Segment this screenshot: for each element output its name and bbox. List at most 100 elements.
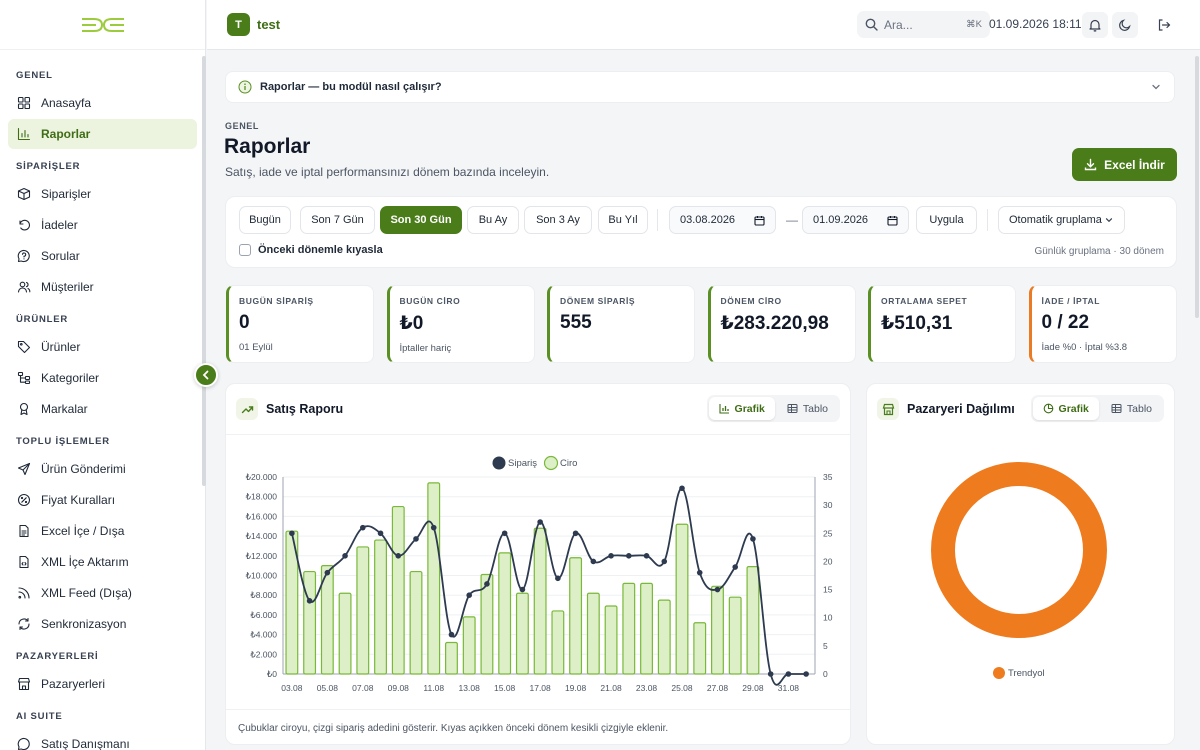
point-siparis[interactable]	[306, 598, 313, 604]
logout-button[interactable]	[1151, 12, 1177, 38]
point-siparis[interactable]	[448, 631, 455, 638]
sidebar-item-markalar[interactable]: Markalar	[8, 394, 197, 424]
legend-label[interactable]: Trendyol	[1008, 668, 1045, 679]
point-siparis[interactable]	[395, 553, 402, 559]
sidebar-item-xml-feed-dışa-[interactable]: XML Feed (Dışa)	[8, 578, 197, 608]
range-chip[interactable]: Son 30 Gün	[380, 206, 462, 234]
point-siparis[interactable]	[661, 558, 668, 565]
excel-download-button[interactable]: Excel İndir	[1072, 148, 1177, 181]
bar-ciro[interactable]	[303, 570, 317, 675]
market-tab-chart[interactable]: Grafik	[1032, 397, 1099, 420]
end-date-input[interactable]: 01.09.2026	[802, 206, 909, 234]
main-scrollbar[interactable]	[1195, 56, 1199, 318]
sales-tab-chart[interactable]: Grafik	[708, 397, 775, 420]
sidebar-item-siparişler[interactable]: Siparişler	[8, 179, 197, 209]
sidebar-item-xml-i-çe-aktarım[interactable]: XML İçe Aktarım	[8, 547, 197, 577]
point-siparis[interactable]	[289, 530, 295, 537]
legend-ciro-label[interactable]: Ciro	[560, 458, 577, 469]
bar-ciro[interactable]	[657, 599, 671, 675]
bar-ciro[interactable]	[480, 573, 494, 675]
point-siparis[interactable]	[679, 485, 685, 492]
point-siparis[interactable]	[696, 569, 703, 576]
legend-siparis-label[interactable]: Sipariş	[508, 458, 537, 469]
apply-button[interactable]: Uygula	[916, 206, 977, 234]
bar-ciro[interactable]	[551, 610, 565, 675]
bar-ciro[interactable]	[427, 482, 441, 675]
sidebar-item-i-adeler[interactable]: İadeler	[8, 210, 197, 240]
sidebar-item-senkronizasyon[interactable]: Senkronizasyon	[8, 609, 197, 639]
sidebar-item-pazaryerleri[interactable]: Pazaryerleri	[8, 669, 197, 699]
bar-ciro[interactable]	[533, 527, 547, 675]
bar-ciro[interactable]	[515, 592, 529, 675]
point-siparis[interactable]	[324, 569, 331, 576]
sales-tab-table[interactable]: Tablo	[777, 397, 838, 420]
point-siparis[interactable]	[519, 586, 526, 593]
bar-ciro[interactable]	[374, 539, 387, 675]
bar-ciro[interactable]	[693, 622, 707, 675]
sidebar-item-sorular[interactable]: Sorular	[8, 241, 197, 271]
sidebar-collapse-button[interactable]	[194, 363, 218, 387]
bar-ciro[interactable]	[498, 552, 512, 675]
start-date-input[interactable]: 03.08.2026	[669, 206, 776, 234]
point-siparis[interactable]	[572, 530, 579, 537]
bar-ciro[interactable]	[445, 641, 458, 675]
point-siparis[interactable]	[767, 671, 774, 677]
point-siparis[interactable]	[608, 553, 614, 559]
point-siparis[interactable]	[466, 592, 472, 598]
range-chip[interactable]: Son 7 Gün	[300, 206, 375, 234]
bar-ciro[interactable]	[728, 596, 742, 675]
sidebar-item-ürünler[interactable]: Ürünler	[8, 332, 197, 362]
point-siparis[interactable]	[501, 530, 508, 537]
compare-checkbox[interactable]	[239, 244, 251, 256]
bar-ciro[interactable]	[711, 585, 724, 675]
range-chip[interactable]: Bu Yıl	[598, 206, 648, 234]
help-accordion[interactable]: Raporlar — bu modül nasıl çalışır?	[225, 71, 1175, 103]
logo[interactable]	[0, 0, 205, 50]
point-siparis[interactable]	[785, 671, 792, 677]
range-chip[interactable]: Bugün	[239, 206, 291, 234]
sidebar-scrollbar[interactable]	[202, 56, 206, 486]
bar-ciro[interactable]	[586, 592, 600, 675]
point-siparis[interactable]	[430, 524, 437, 531]
point-siparis[interactable]	[377, 530, 384, 537]
bar-ciro[interactable]	[640, 582, 653, 675]
workspace-avatar[interactable]: T	[227, 13, 250, 36]
compare-toggle[interactable]: Önceki dönemle kıyasla	[239, 244, 383, 256]
bar-ciro[interactable]	[746, 566, 760, 675]
sidebar-item-ürün-gönderimi[interactable]: Ürün Gönderimi	[8, 454, 197, 484]
point-siparis[interactable]	[732, 564, 738, 570]
sidebar-item-satış-danışmanı[interactable]: Satış Danışmanı	[8, 729, 197, 750]
point-siparis[interactable]	[360, 524, 366, 531]
bar-ciro[interactable]	[604, 605, 618, 675]
point-siparis[interactable]	[555, 575, 561, 582]
point-siparis[interactable]	[643, 553, 650, 559]
sidebar-item-müşteriler[interactable]: Müşteriler	[8, 272, 197, 302]
range-chip[interactable]: Son 3 Ay	[524, 206, 592, 234]
bar-ciro[interactable]	[338, 592, 352, 675]
theme-toggle-button[interactable]	[1112, 12, 1138, 38]
bar-ciro[interactable]	[320, 565, 334, 675]
sidebar-item-kategoriler[interactable]: Kategoriler	[8, 363, 197, 393]
donut-slice[interactable]	[931, 462, 1107, 638]
bar-ciro[interactable]	[675, 523, 689, 675]
point-siparis[interactable]	[590, 558, 597, 565]
bar-ciro[interactable]	[391, 505, 405, 675]
point-siparis[interactable]	[537, 519, 543, 525]
workspace-name[interactable]: test	[257, 17, 281, 32]
point-siparis[interactable]	[626, 553, 632, 559]
sidebar-item-anasayfa[interactable]: Anasayfa	[8, 88, 197, 118]
notifications-button[interactable]	[1082, 12, 1108, 38]
point-siparis[interactable]	[803, 671, 809, 677]
bar-ciro[interactable]	[356, 546, 370, 675]
range-chip[interactable]: Bu Ay	[467, 206, 519, 234]
sidebar-item-excel-i-çe-dışa[interactable]: Excel İçe / Dışa	[8, 516, 197, 546]
bar-ciro[interactable]	[569, 557, 583, 675]
search-box[interactable]: Ara... ⌘K	[857, 11, 990, 38]
bar-ciro[interactable]	[409, 570, 423, 675]
point-siparis[interactable]	[714, 586, 721, 593]
point-siparis[interactable]	[413, 536, 419, 542]
point-siparis[interactable]	[342, 553, 348, 559]
point-siparis[interactable]	[750, 536, 756, 542]
bar-ciro[interactable]	[462, 616, 476, 675]
sidebar-item-fiyat-kuralları[interactable]: Fiyat Kuralları	[8, 485, 197, 515]
